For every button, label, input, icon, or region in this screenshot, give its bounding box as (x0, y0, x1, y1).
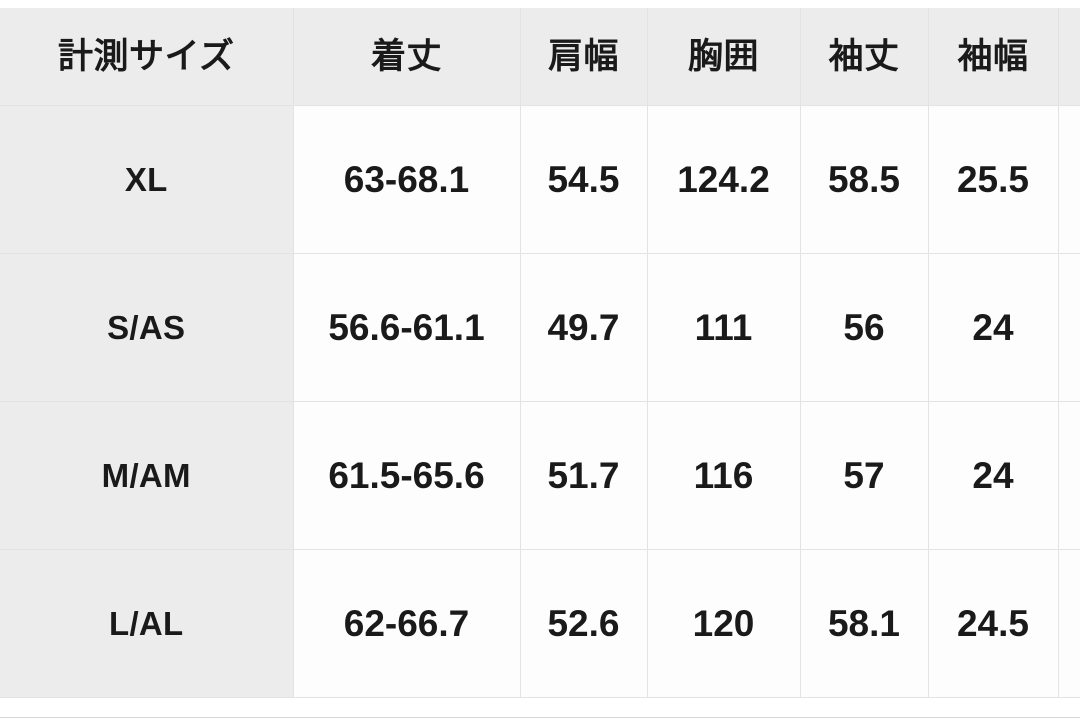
cell-sleeve-width: 24 (928, 253, 1059, 402)
table-row: XL 63-68.1 54.5 124.2 58.5 25.5 (0, 105, 1080, 254)
column-header-body-length: 着丈 (293, 8, 521, 106)
header-row: 計測サイズ 着丈 肩幅 胸囲 袖丈 袖幅 (0, 8, 1080, 106)
table-row: M/AM 61.5-65.6 51.7 116 57 24 (0, 401, 1080, 550)
size-table-container: 計測サイズ 着丈 肩幅 胸囲 袖丈 袖幅 XL 63-68.1 54.5 124… (0, 8, 1080, 698)
cell-overflow (1058, 549, 1080, 698)
cell-body-length: 63-68.1 (293, 105, 521, 254)
column-header-measure-size: 計測サイズ (0, 8, 294, 106)
table-body: XL 63-68.1 54.5 124.2 58.5 25.5 S/AS 56.… (0, 105, 1080, 698)
cell-chest: 111 (647, 253, 801, 402)
cell-overflow (1058, 253, 1080, 402)
cell-sleeve-length: 57 (800, 401, 929, 550)
column-header-sleeve-length: 袖丈 (800, 8, 929, 106)
cell-sleeve-width: 24.5 (928, 549, 1059, 698)
column-header-chest: 胸囲 (647, 8, 801, 106)
cell-overflow (1058, 105, 1080, 254)
cell-sleeve-width: 25.5 (928, 105, 1059, 254)
table-row: L/AL 62-66.7 52.6 120 58.1 24.5 (0, 549, 1080, 698)
cell-body-length: 61.5-65.6 (293, 401, 521, 550)
column-header-shoulder-width: 肩幅 (520, 8, 648, 106)
page-bottom-divider (0, 717, 1080, 718)
cell-sleeve-length: 58.1 (800, 549, 929, 698)
size-measurement-table: 計測サイズ 着丈 肩幅 胸囲 袖丈 袖幅 XL 63-68.1 54.5 124… (0, 8, 1080, 698)
row-header-size: L/AL (0, 549, 294, 698)
column-header-overflow (1058, 8, 1080, 106)
table-row: S/AS 56.6-61.1 49.7 111 56 24 (0, 253, 1080, 402)
cell-shoulder-width: 52.6 (520, 549, 648, 698)
cell-body-length: 62-66.7 (293, 549, 521, 698)
cell-body-length: 56.6-61.1 (293, 253, 521, 402)
cell-sleeve-width: 24 (928, 401, 1059, 550)
row-header-size: M/AM (0, 401, 294, 550)
cell-shoulder-width: 49.7 (520, 253, 648, 402)
cell-sleeve-length: 58.5 (800, 105, 929, 254)
cell-shoulder-width: 54.5 (520, 105, 648, 254)
cell-sleeve-length: 56 (800, 253, 929, 402)
row-header-size: S/AS (0, 253, 294, 402)
cell-chest: 120 (647, 549, 801, 698)
cell-overflow (1058, 401, 1080, 550)
cell-shoulder-width: 51.7 (520, 401, 648, 550)
cell-chest: 116 (647, 401, 801, 550)
column-header-sleeve-width: 袖幅 (928, 8, 1059, 106)
cell-chest: 124.2 (647, 105, 801, 254)
row-header-size: XL (0, 105, 294, 254)
table-header: 計測サイズ 着丈 肩幅 胸囲 袖丈 袖幅 (0, 8, 1080, 106)
